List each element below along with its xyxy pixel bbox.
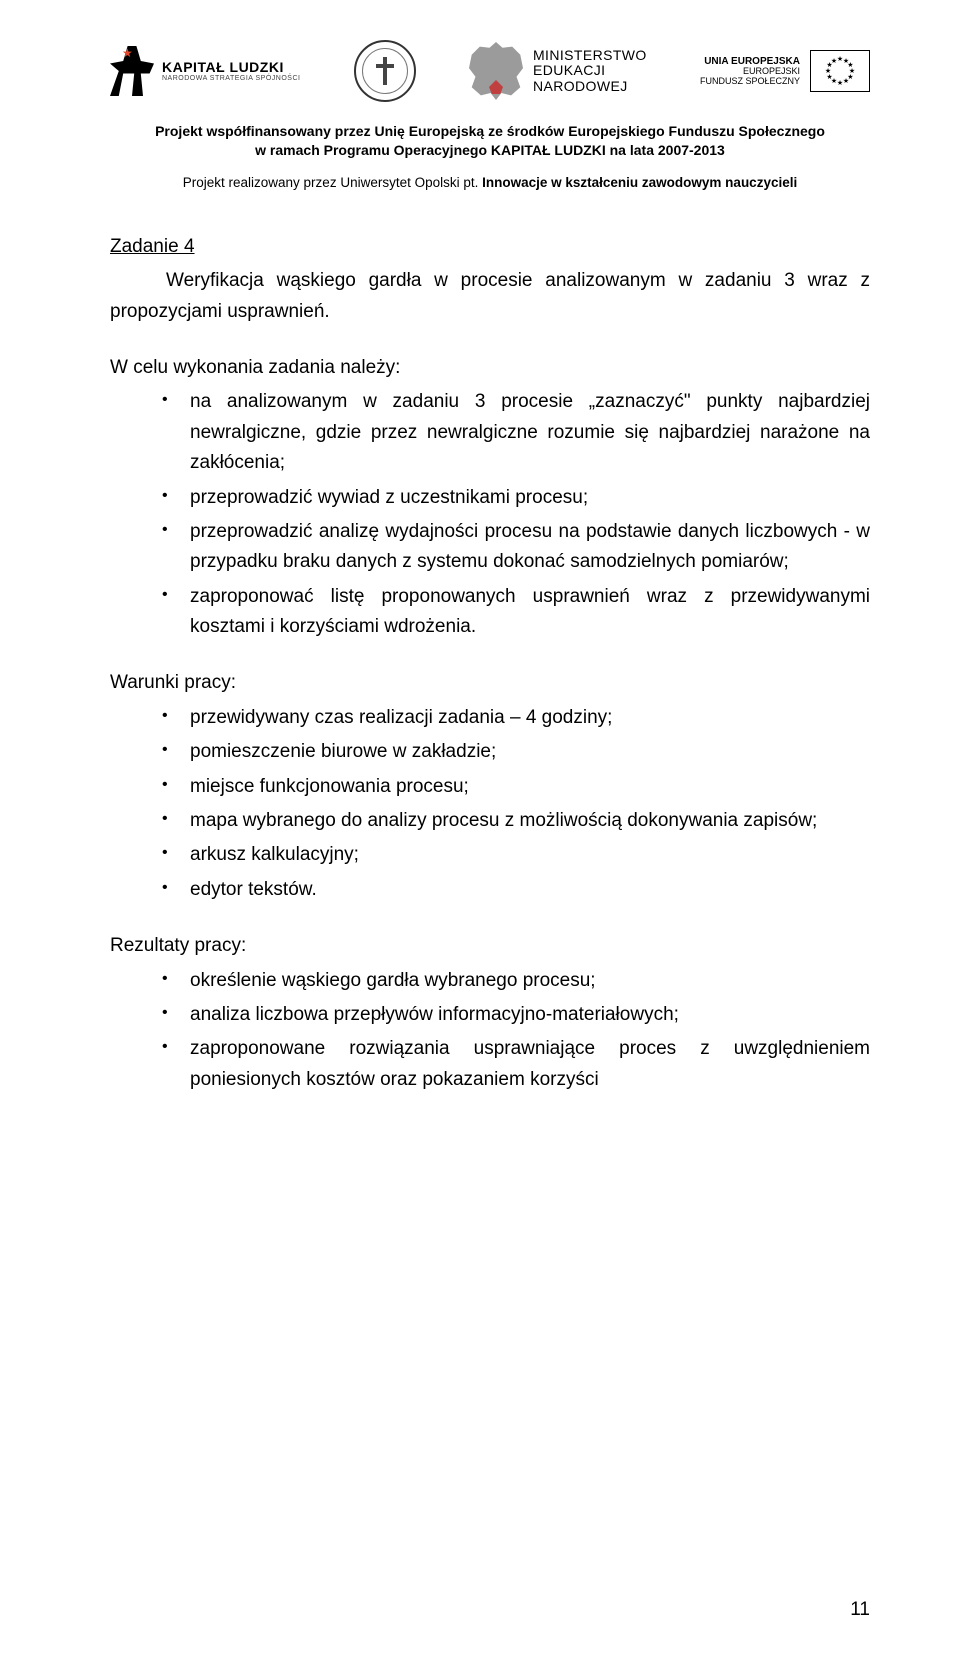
warunki-item: mapa wybranego do analizy procesu z możl… [190,806,870,836]
eu-line-3: FUNDUSZ SPOŁECZNY [700,77,800,87]
eu-flag-icon: ★★★★★★★★★★★★ [810,50,870,92]
w-celu-item: zaproponować listę proponowanych usprawn… [190,582,870,643]
ministry-logo: MINISTERSTWO EDUKACJI NARODOWEJ [469,42,647,100]
rezultaty-label: Rezultaty pracy: [110,931,870,961]
cofinance-line-2: w ramach Programu Operacyjnego KAPITAŁ L… [110,141,870,160]
warunki-item: miejsce funkcjonowania procesu; [190,772,870,802]
w-celu-label: W celu wykonania zadania należy: [110,353,870,383]
warunki-label: Warunki pracy: [110,668,870,698]
project-realized-prefix: Projekt realizowany przez Uniwersytet Op… [183,175,482,190]
eu-line-1: UNIA EUROPEJSKA [704,56,800,67]
w-celu-item: na analizowanym w zadaniu 3 procesie „za… [190,387,870,478]
page-number: 11 [850,1599,870,1621]
warunki-item: edytor tekstów. [190,875,870,905]
rezultaty-item: analiza liczbowa przepływów informacyjno… [190,1000,870,1030]
rezultaty-item: określenie wąskiego gardła wybranego pro… [190,966,870,996]
eagle-emblem-icon [469,42,523,100]
rezultaty-item: zaproponowane rozwiązania usprawniające … [190,1034,870,1095]
kapital-ludzki-subtitle: NARODOWA STRATEGIA SPÓJNOŚCI [162,75,300,82]
kapital-ludzki-logo: ★ KAPITAŁ LUDZKI NARODOWA STRATEGIA SPÓJ… [110,46,300,96]
task-intro: Weryfikacja wąskiego gardła w procesie a… [110,266,870,327]
warunki-list: przewidywany czas realizacji zadania – 4… [110,703,870,905]
project-realized-line: Projekt realizowany przez Uniwersytet Op… [110,174,870,192]
rezultaty-list: określenie wąskiego gardła wybranego pro… [110,966,870,1096]
uniwersytet-opolski-seal-icon [354,40,416,102]
w-celu-item: przeprowadzić wywiad z uczestnikami proc… [190,483,870,513]
task-title: Zadanie 4 [110,232,870,262]
w-celu-list: na analizowanym w zadaniu 3 procesie „za… [110,387,870,642]
ministry-line-2: EDUKACJI [533,63,647,78]
ministry-line-1: MINISTERSTWO [533,48,647,63]
project-realized-title: Innowacje w kształceniu zawodowym nauczy… [482,175,797,190]
warunki-item: pomieszczenie biurowe w zakładzie; [190,737,870,767]
kapital-ludzki-title: KAPITAŁ LUDZKI [162,60,300,75]
w-celu-item: przeprowadzić analizę wydajności procesu… [190,517,870,578]
cofinance-line-1: Projekt współfinansowany przez Unię Euro… [110,122,870,141]
cofinance-statement: Projekt współfinansowany przez Unię Euro… [110,122,870,160]
ministry-line-3: NARODOWEJ [533,79,647,94]
header-logo-strip: ★ KAPITAŁ LUDZKI NARODOWA STRATEGIA SPÓJ… [110,40,870,102]
eu-logo: UNIA EUROPEJSKA EUROPEJSKI FUNDUSZ SPOŁE… [700,50,870,92]
document-body: Zadanie 4 Weryfikacja wąskiego gardła w … [110,232,870,1095]
warunki-item: przewidywany czas realizacji zadania – 4… [190,703,870,733]
warunki-item: arkusz kalkulacyjny; [190,840,870,870]
